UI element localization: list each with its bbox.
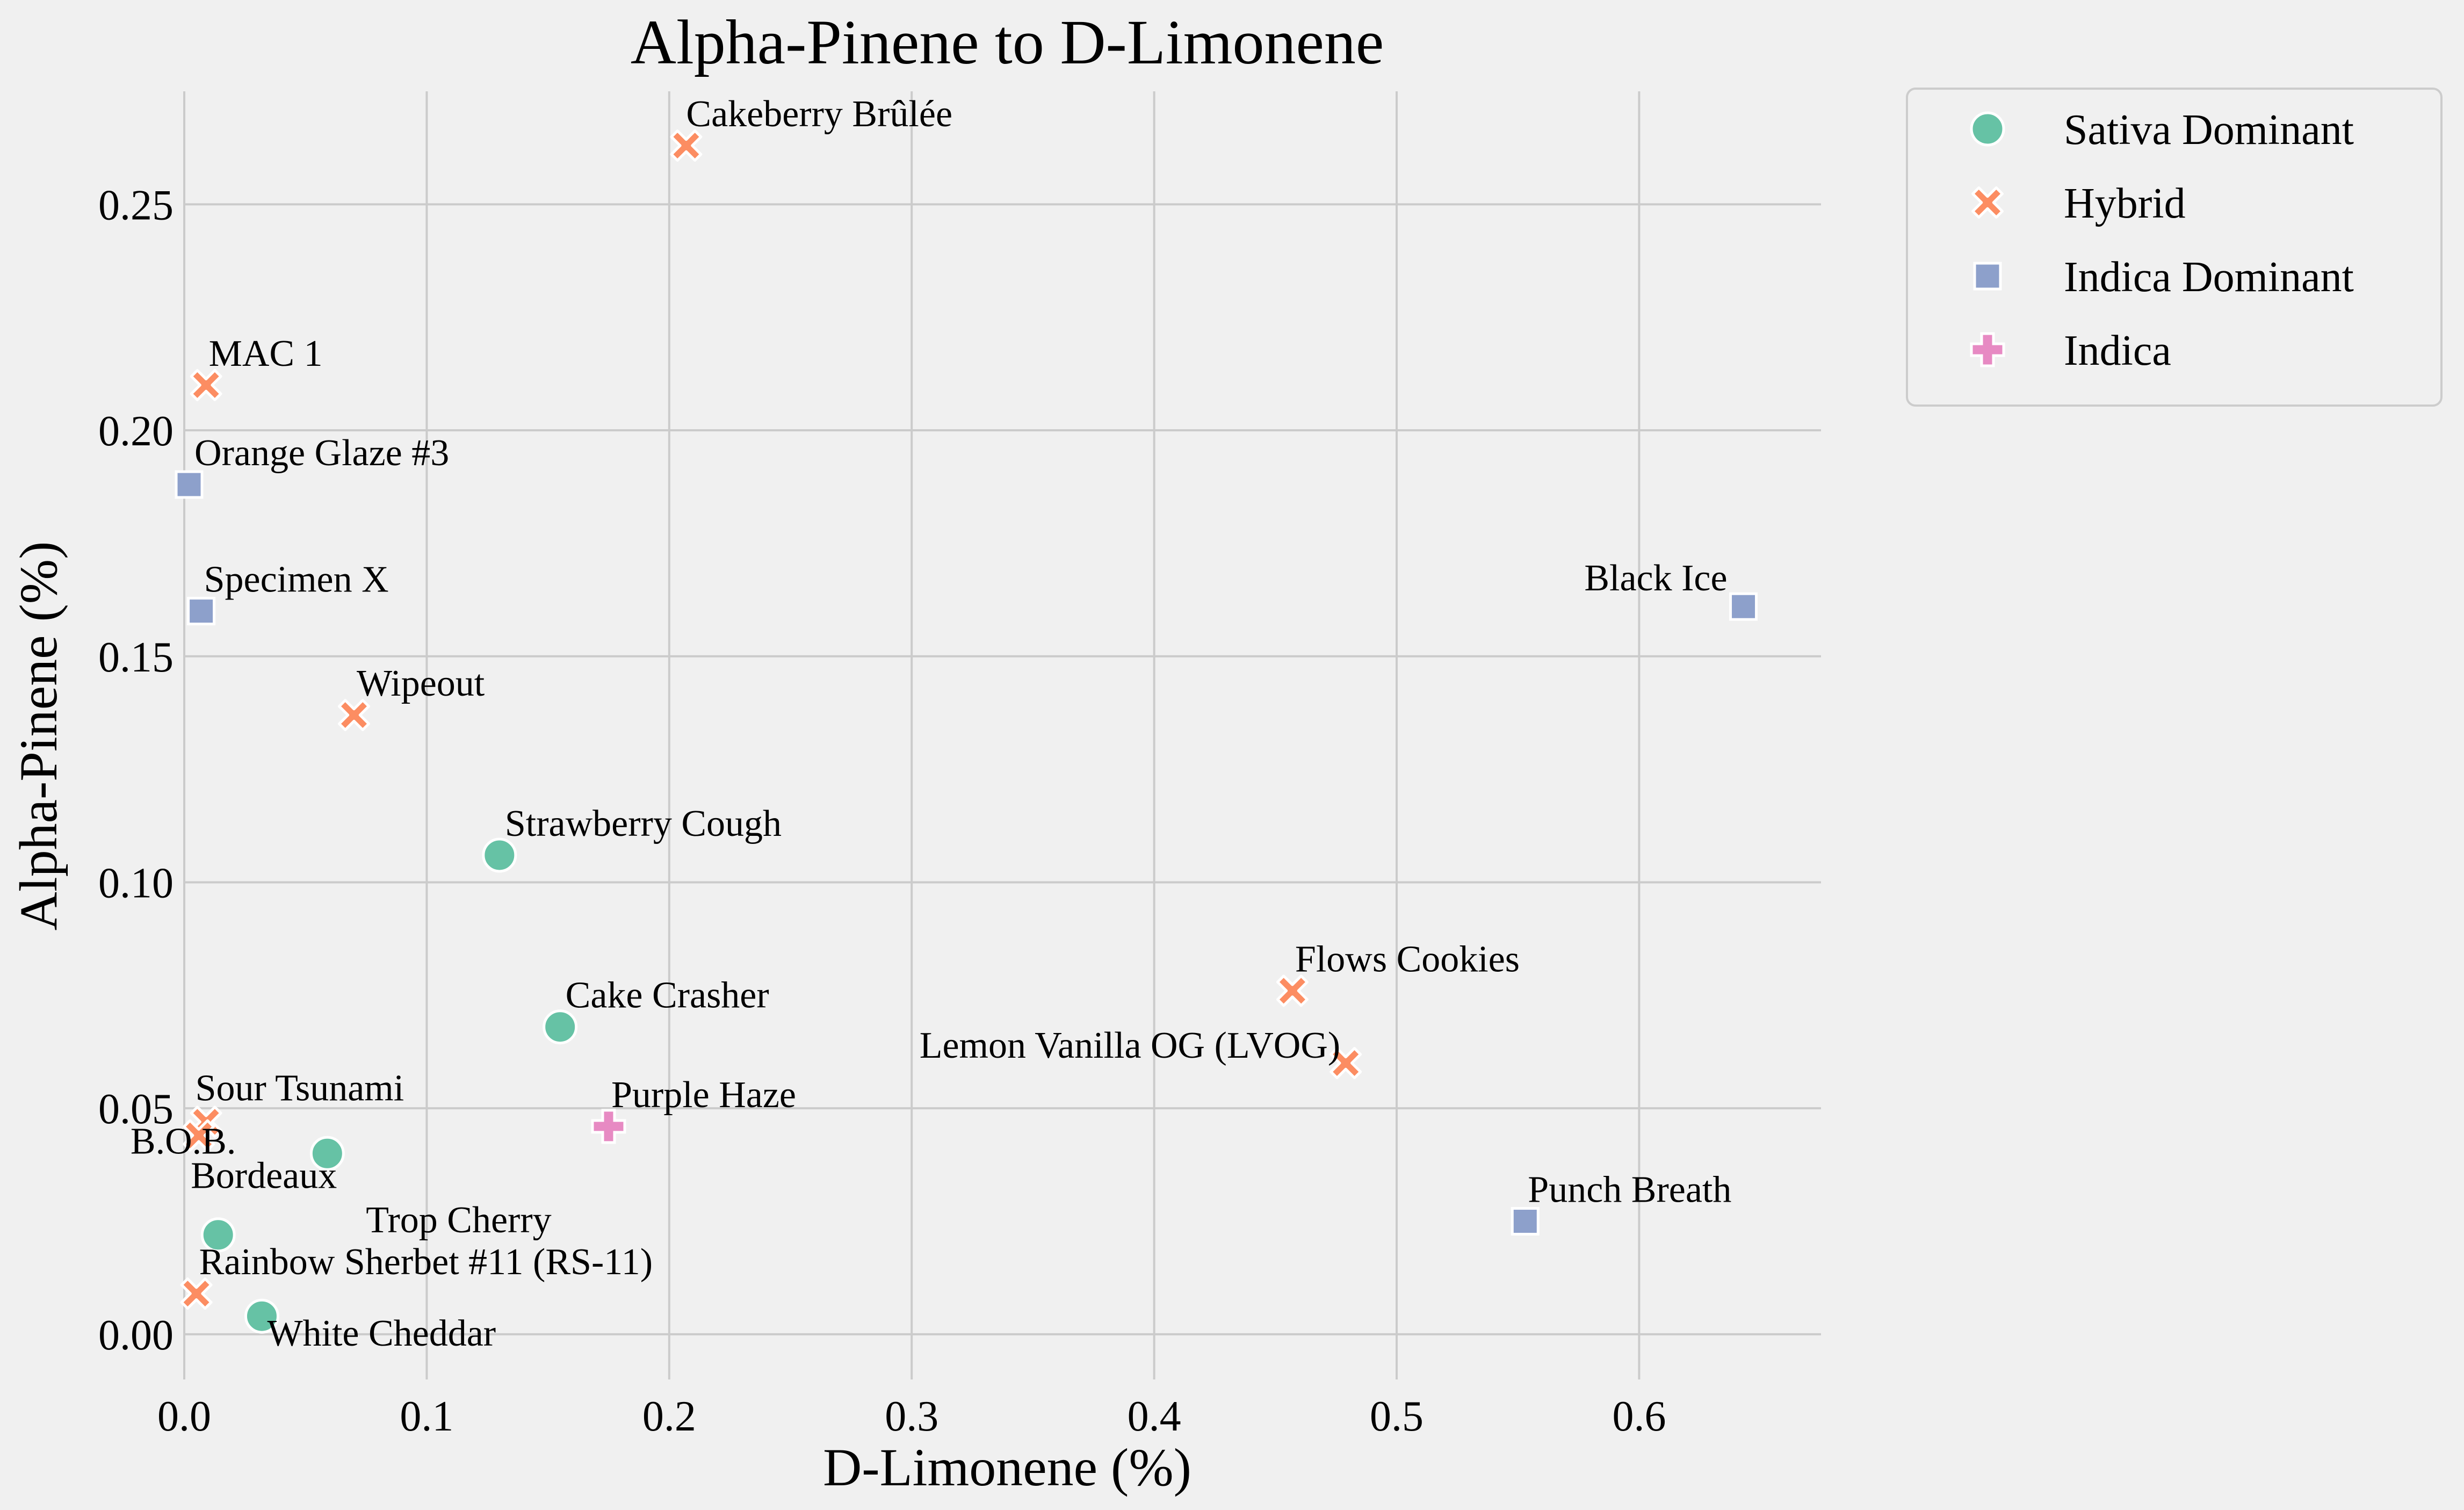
marker-purple-haze [591, 1109, 626, 1144]
point-label-lemon-vanilla-og-lvog: Lemon Vanilla OG (LVOG) [920, 1025, 1341, 1066]
point-label-bordeaux: Bordeaux [191, 1155, 337, 1197]
marker-punch-breath [1511, 1207, 1540, 1236]
point-label-rainbow-sherbet-11-rs-11: Rainbow Sherbet #11 (RS-11) [199, 1241, 653, 1283]
point-label-purple-haze: Purple Haze [611, 1074, 796, 1116]
x-tick-label: 0.0 [157, 1393, 211, 1440]
point-label-flows-cookies: Flows Cookies [1295, 938, 1520, 980]
legend-label-sativa-dominant: Sativa Dominant [2064, 106, 2354, 154]
marker-strawberry-cough [482, 837, 517, 873]
point-label-orange-glaze-3: Orange Glaze #3 [194, 432, 449, 474]
marker-b-o-b [309, 1136, 345, 1171]
point-label-sour-tsunami: Sour Tsunami [196, 1067, 404, 1109]
point-labels: Strawberry Cough Cake Crasher B.O.B. Trop C… [131, 93, 1731, 1354]
marker-flows-cookies [1276, 974, 1309, 1007]
marker-rainbow-sherbet-11-rs-11 [180, 1277, 213, 1310]
x-tick-label: 0.6 [1612, 1393, 1666, 1440]
legend-marker-indica-dominant [1973, 262, 2002, 291]
point-label-specimen-x: Specimen X [204, 559, 389, 601]
legend-marker-hybrid [1971, 186, 2004, 219]
y-tick-label: 0.05 [98, 1086, 174, 1133]
y-tick-label: 0.25 [98, 182, 174, 229]
marker-wipeout [337, 699, 370, 732]
marker-specimen-x [187, 597, 216, 626]
grid-lines [183, 91, 1821, 1379]
point-label-cakeberry-br-l-e: Cakeberry Brûlée [686, 93, 952, 135]
y-axis-label: Alpha-Pinene (%) [9, 541, 68, 931]
point-label-trop-cherry: Trop Cherry [366, 1200, 552, 1241]
legend-marker-indica [1970, 332, 2005, 367]
legend-label-indica-dominant: Indica Dominant [2064, 254, 2354, 301]
y-tick-label: 0.00 [98, 1312, 174, 1359]
chart-title: Alpha-Pinene to D-Limonene [631, 7, 1384, 77]
legend-label-indica: Indica [2064, 327, 2171, 374]
point-label-white-cheddar: White Cheddar [267, 1313, 496, 1354]
point-label-black-ice: Black Ice [1584, 558, 1727, 599]
legend: Sativa Dominant Hybrid Indica Dominant Indi… [1906, 88, 2443, 407]
legend-box [1906, 88, 2443, 407]
point-label-cake-crasher: Cake Crasher [566, 975, 769, 1016]
x-axis-label: D-Limonene (%) [823, 1437, 1191, 1497]
marker-trop-cherry [200, 1217, 236, 1253]
marker-orange-glaze-3 [175, 470, 204, 499]
point-label-b-o-b: B.O.B. [131, 1121, 236, 1162]
legend-marker-sativa-dominant [1970, 111, 2005, 147]
x-tick-label: 0.4 [1128, 1393, 1181, 1440]
x-tick-label: 0.5 [1370, 1393, 1424, 1440]
point-label-wipeout: Wipeout [357, 663, 485, 704]
y-tick-label: 0.10 [98, 859, 174, 907]
y-tick-label: 0.20 [98, 408, 174, 455]
point-label-strawberry-cough: Strawberry Cough [505, 803, 782, 844]
marker-bordeaux [183, 1119, 215, 1152]
point-label-mac-1: MAC 1 [209, 333, 323, 374]
marker-cakeberry-br-l-e [670, 129, 703, 162]
x-tick-label: 0.1 [400, 1393, 453, 1440]
plot-area [184, 91, 1821, 1379]
marker-mac-1 [190, 369, 222, 401]
tick-labels: 0.0 0.1 0.2 0.3 0.4 0.5 0.6 0.00 0.05 0.10 0.15 0.2… [98, 182, 1666, 1440]
data-markers [175, 129, 1758, 1334]
y-tick-label: 0.15 [98, 634, 174, 681]
marker-lemon-vanilla-og-lvog [1329, 1047, 1362, 1080]
point-label-punch-breath: Punch Breath [1528, 1169, 1731, 1211]
marker-cake-crasher [543, 1009, 578, 1045]
marker-white-cheddar [244, 1298, 279, 1334]
x-tick-label: 0.2 [642, 1393, 696, 1440]
x-tick-label: 0.3 [885, 1393, 938, 1440]
legend-label-hybrid: Hybrid [2064, 180, 2186, 227]
marker-black-ice [1729, 592, 1758, 621]
